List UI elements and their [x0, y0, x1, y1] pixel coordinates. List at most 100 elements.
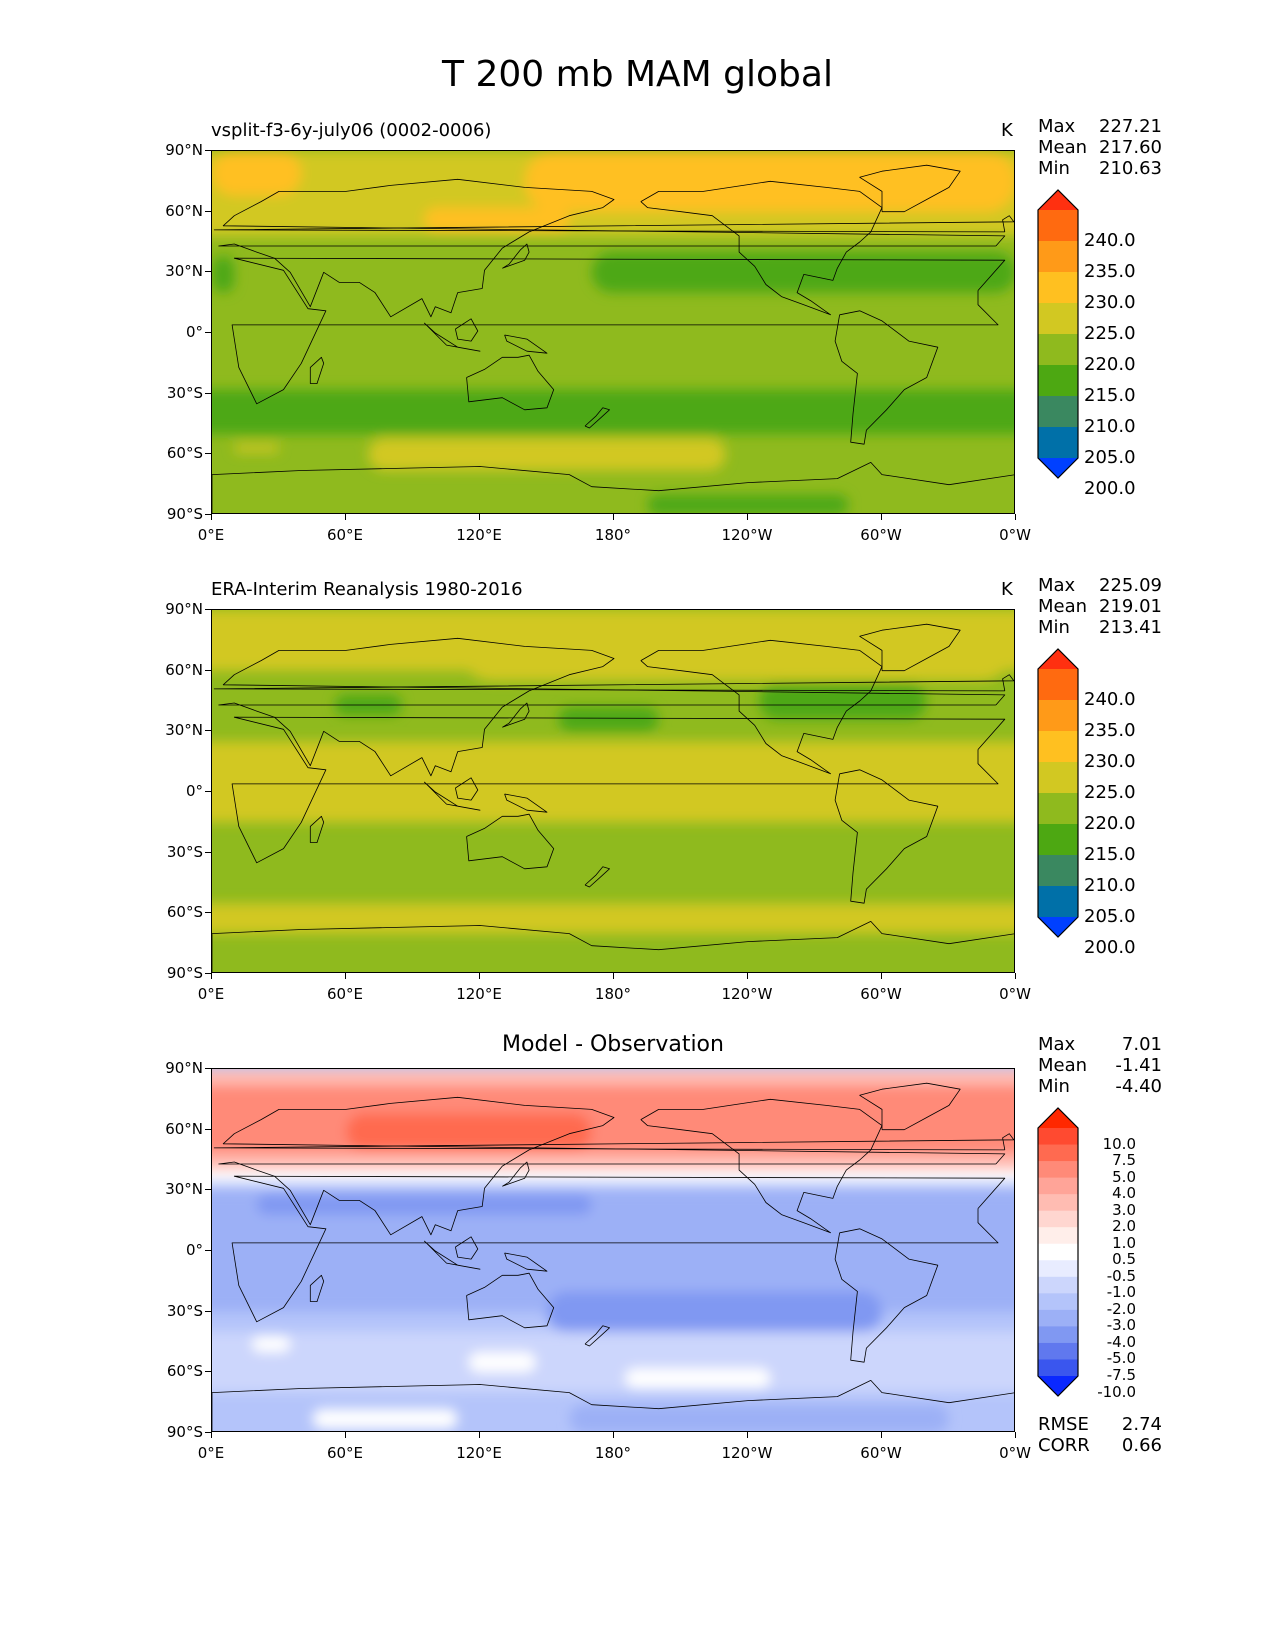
colorbar-label: 205.0 — [1084, 906, 1136, 927]
colorbar-label: -7.5 — [1106, 1366, 1136, 1384]
colorbar-segment — [1038, 1194, 1078, 1212]
lon-tick-label: 60°W — [860, 526, 902, 544]
coastline — [231, 257, 1006, 405]
lat-tick-label: 90°S — [166, 505, 203, 523]
coastline — [455, 777, 479, 801]
stat-value-max: 227.21 — [1099, 116, 1162, 137]
colorbar-segment — [1038, 1227, 1078, 1245]
colorbar-segment — [1038, 1128, 1078, 1146]
coastline — [859, 623, 961, 672]
stat-label-min: Min — [1038, 617, 1070, 638]
lat-tick-label: 0° — [185, 323, 203, 341]
contour-region — [212, 1085, 1014, 1154]
lon-tick-label: 0°W — [999, 985, 1031, 1003]
lat-tick-label: 90°N — [165, 141, 203, 159]
lon-tick — [613, 1432, 614, 1438]
stat-value-min: 213.41 — [1099, 617, 1162, 638]
contour-region — [312, 1408, 458, 1429]
colorbar-segment — [1038, 272, 1078, 304]
stat-value-mean: 217.60 — [1099, 137, 1162, 158]
lon-tick-label: 0°W — [999, 1444, 1031, 1462]
contour-region — [212, 1170, 1014, 1183]
coastline — [423, 781, 481, 811]
coastline — [213, 674, 1014, 692]
stat-label-mean: Mean — [1038, 596, 1088, 617]
lon-tick — [211, 1432, 212, 1438]
lat-tick-label: 30°S — [166, 383, 203, 402]
lat-tick — [205, 210, 211, 212]
colorbar — [1037, 1107, 1079, 1397]
lat-tick — [205, 669, 211, 671]
contour-region — [252, 1335, 291, 1353]
lon-tick-label: 0°E — [197, 1444, 225, 1462]
colorbar-label: 0.5 — [1112, 1250, 1136, 1269]
coastline — [859, 164, 961, 213]
coastline — [455, 1236, 479, 1260]
colorbar-segment — [1038, 210, 1078, 242]
colorbar-segment — [1038, 241, 1078, 273]
lat-tick — [205, 1068, 211, 1069]
lat-tick — [205, 1250, 211, 1251]
colorbar-segment — [1038, 334, 1078, 366]
lat-tick — [205, 332, 211, 333]
coastline — [212, 1380, 1014, 1431]
map-panel-1 — [211, 150, 1015, 514]
colorbar-label: 215.0 — [1084, 385, 1136, 406]
colorbar-extend-top — [1038, 1108, 1078, 1128]
coastline — [231, 1175, 1006, 1323]
coastline — [309, 1274, 325, 1302]
colorbar-label: -0.5 — [1106, 1266, 1136, 1285]
lon-tick-label: 60°W — [860, 985, 902, 1003]
coastline — [213, 1133, 1014, 1151]
lat-tick-label: 0° — [185, 782, 203, 800]
lat-tick — [205, 271, 211, 273]
contour-region — [346, 1113, 592, 1150]
lon-tick-label: 180° — [594, 526, 632, 544]
lat-tick — [205, 609, 211, 610]
colorbar-label: 4.0 — [1112, 1184, 1136, 1203]
coastline — [466, 1272, 555, 1329]
panel-units: K — [1001, 579, 1013, 600]
contour-region — [212, 256, 235, 293]
contour-region — [569, 1404, 949, 1431]
lat-tick-label: 30°N — [165, 1180, 203, 1199]
coastline — [834, 1228, 939, 1363]
lat-tick — [205, 1371, 211, 1373]
contour-region — [212, 151, 302, 196]
lat-tick-label: 30°S — [166, 1301, 203, 1320]
stat-label-min: Min — [1038, 1076, 1070, 1097]
colorbar-segment — [1038, 1177, 1078, 1195]
colorbar-segment — [1038, 1326, 1078, 1344]
lon-tick — [747, 1432, 748, 1438]
colorbar-label: 3.0 — [1112, 1200, 1136, 1219]
colorbar-label: 240.0 — [1084, 689, 1136, 710]
colorbar-label: 205.0 — [1084, 447, 1136, 468]
colorbar-segment — [1038, 700, 1078, 732]
colorbar-segment — [1038, 1309, 1078, 1327]
lon-tick — [345, 973, 346, 979]
lat-tick-label: 60°N — [165, 660, 203, 679]
lon-tick-label: 120°E — [456, 985, 502, 1003]
panel-center-title: Model - Observation — [502, 1032, 724, 1057]
colorbar-label: -5.0 — [1106, 1349, 1136, 1368]
panel-left-title: vsplit-f3-6y-july06 (0002-0006) — [211, 120, 492, 141]
coastline — [504, 793, 548, 813]
coastline — [309, 815, 325, 843]
lon-tick-label: 0°W — [999, 526, 1031, 544]
colorbar-segment — [1038, 731, 1078, 763]
contour-region — [212, 741, 1014, 823]
lat-tick — [205, 912, 211, 914]
colorbar-label: 200.0 — [1084, 937, 1136, 958]
stat-label-max: Max — [1038, 1034, 1076, 1055]
lat-tick — [205, 150, 211, 151]
lat-tick-label: 60°N — [165, 1119, 203, 1138]
lon-tick-label: 180° — [594, 1444, 632, 1462]
colorbar-label: 210.0 — [1084, 875, 1136, 896]
coastline — [584, 1325, 610, 1347]
colorbar-label: 225.0 — [1084, 323, 1136, 344]
colorbar-segment — [1038, 1260, 1078, 1278]
colorbar-segment — [1038, 303, 1078, 335]
map-panel-2 — [211, 609, 1015, 973]
contour-region — [625, 1368, 771, 1389]
colorbar-segment — [1038, 1293, 1078, 1311]
